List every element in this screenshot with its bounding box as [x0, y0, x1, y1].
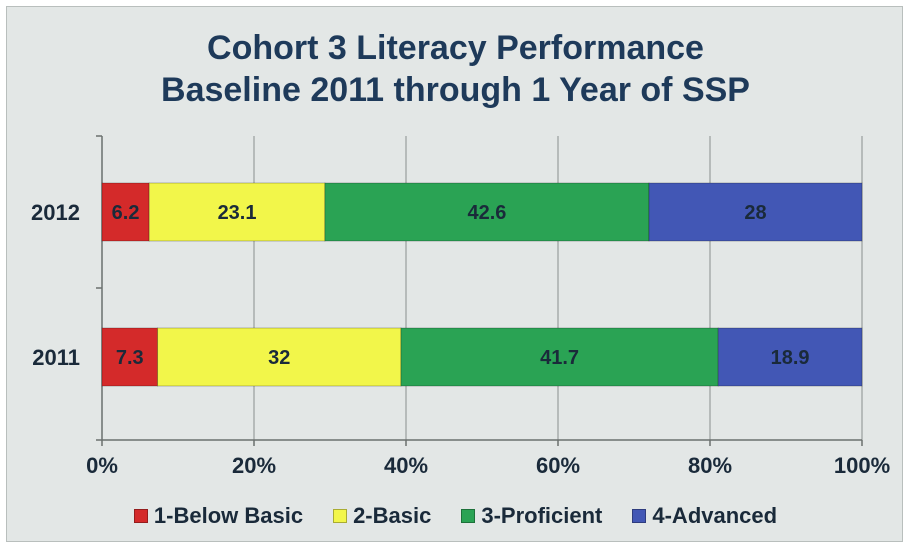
x-tick-label-3: 60%	[536, 453, 580, 478]
bar-2011-2-basic	[157, 327, 402, 387]
data-label-2012-3: 28	[744, 202, 766, 224]
legend-swatch-2	[461, 509, 476, 523]
data-label-2011-1: 32	[268, 347, 290, 369]
category-label-2012: 2012	[31, 200, 80, 225]
data-label-2011-3: 18.9	[771, 347, 810, 369]
x-tick-label-0: 0%	[86, 453, 118, 478]
bar-2011-1-below-basic	[101, 327, 159, 387]
data-label-2012-1: 23.1	[218, 202, 257, 224]
x-tick-label-1: 20%	[232, 453, 276, 478]
data-label-2011-2: 41.7	[540, 347, 579, 369]
legend-item-0: 1-Below Basic	[133, 503, 304, 529]
x-tick-label-4: 80%	[688, 453, 732, 478]
legend-item-2: 3-Proficient	[461, 503, 602, 529]
legend-swatch-0	[133, 509, 148, 523]
legend-swatch-1	[333, 509, 348, 523]
bar-2012-2-basic	[148, 182, 326, 242]
bar-2012-4-advanced	[648, 182, 863, 242]
legend-label-3: 4-Advanced	[652, 503, 778, 528]
bar-2011-3-proficient	[400, 327, 719, 387]
legend-label-1: 2-Basic	[353, 503, 432, 528]
bar-2011-4-advanced	[717, 327, 863, 387]
chart-legend: 1-Below Basic 2-Basic 3-Proficient 4-Advanc…	[0, 503, 911, 529]
chart-frame	[6, 6, 903, 542]
bar-2012-1-below-basic	[101, 182, 150, 242]
data-label-2011-0: 7.3	[116, 347, 144, 369]
data-label-2012-0: 6.2	[112, 202, 140, 224]
legend-swatch-3	[632, 509, 647, 523]
x-tick-label-5: 100%	[834, 453, 890, 478]
category-label-2011: 2011	[32, 345, 80, 370]
chart-title-line-2: Baseline 2011 through 1 Year of SSP	[161, 71, 750, 109]
bar-2012-3-proficient	[324, 182, 650, 242]
legend-label-0: 1-Below Basic	[153, 503, 304, 528]
legend-item-1: 2-Basic	[333, 503, 431, 529]
chart-title-line-1: Cohort 3 Literacy Performance	[207, 29, 704, 67]
x-tick-label-2: 40%	[384, 453, 428, 478]
data-label-2012-2: 42.6	[467, 202, 506, 224]
legend-item-3: 4-Advanced	[632, 503, 777, 529]
legend-label-2: 3-Proficient	[481, 503, 603, 528]
